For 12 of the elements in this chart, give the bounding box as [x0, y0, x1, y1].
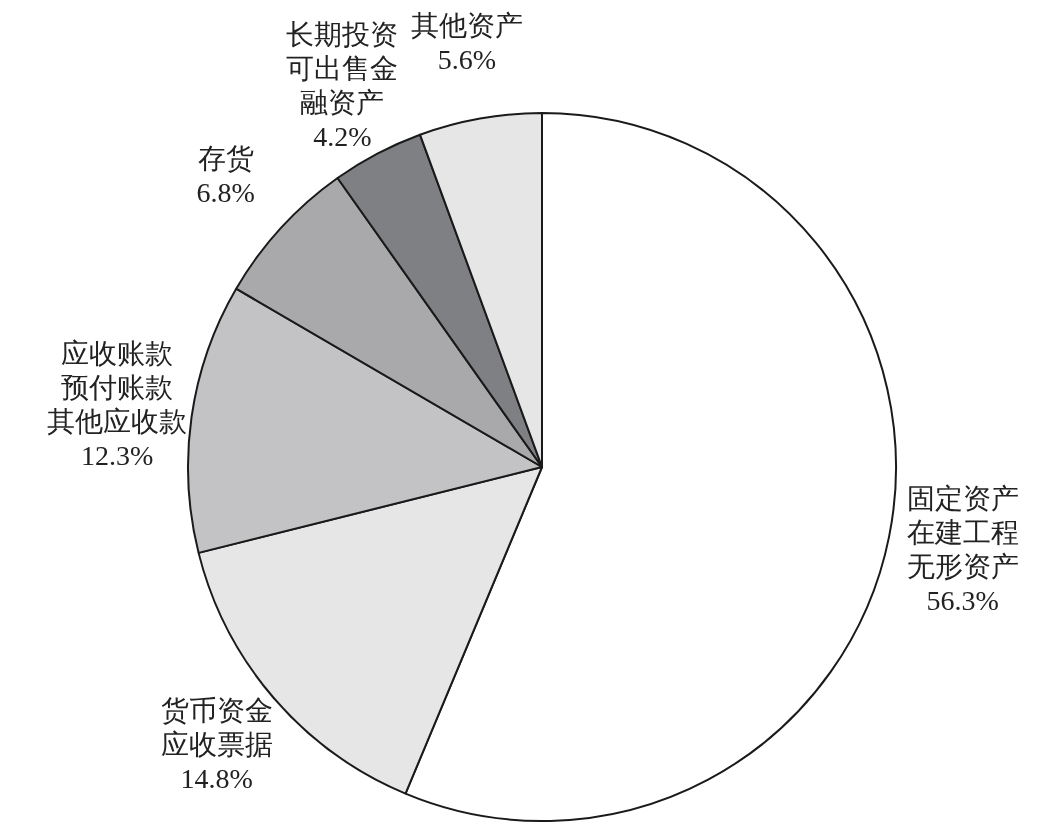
data-label: 5.6% — [437, 43, 497, 75]
data-label: 14.8% — [180, 763, 253, 794]
data-label: 4.2% — [313, 120, 372, 152]
data-label: 6.8% — [196, 176, 255, 208]
slice-label: 应收账款预付账款其他应收款 — [47, 337, 188, 437]
slice-label: 其他资产 — [410, 9, 523, 41]
data-label: 12.3% — [81, 439, 154, 471]
slice-label: 货币资金应收票据 — [160, 695, 273, 760]
data-label: 56.3% — [926, 584, 999, 616]
slice-label: 长期投资可出售金融资产 — [286, 18, 399, 118]
slice-label: 存货 — [197, 142, 254, 174]
slice-label: 固定资产在建工程无形资产 — [906, 482, 1019, 582]
